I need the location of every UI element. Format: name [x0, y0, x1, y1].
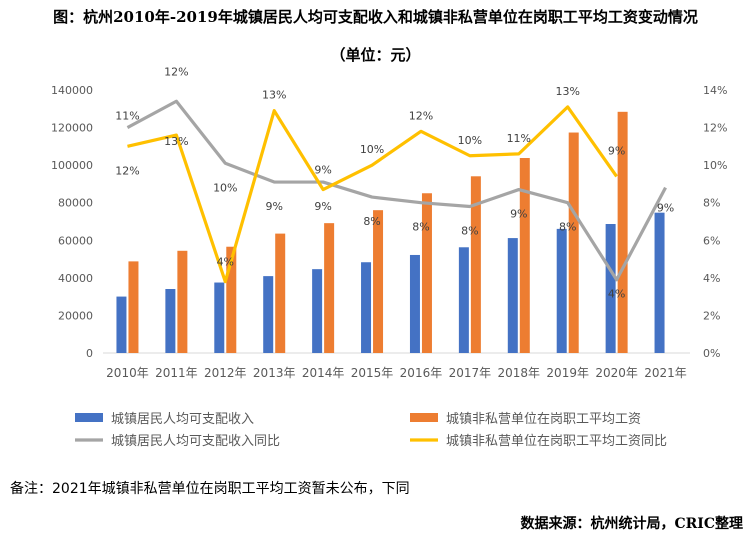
combo-chart: 0 20000 40000 60000 80000 100000 120000 140000 0…: [51, 65, 727, 449]
x-axis-tick-label: 2011年: [155, 366, 198, 380]
x-axis-tick-label: 2013年: [253, 366, 296, 380]
legend-label: 城镇非私营单位在岗职工平均工资同比: [446, 434, 667, 449]
wage-growth-line: [127, 105, 618, 284]
legend-swatch: [410, 413, 438, 422]
legend-swatch: [75, 413, 103, 422]
wage-bar: [275, 233, 286, 353]
right-axis-tick-label: 8%: [703, 197, 720, 210]
wage-bar: [421, 193, 432, 353]
income-growth-label: 8%: [363, 215, 380, 228]
right-axis-tick-label: 2%: [703, 309, 720, 322]
left-axis-tick-label: 20000: [58, 309, 93, 322]
wage-growth-label: 9%: [314, 164, 331, 177]
income-bar: [507, 238, 518, 353]
right-axis-tick-label: 4%: [703, 272, 720, 285]
footnote: 备注：2021年城镇非私营单位在岗职工平均工资暂未公布，下同: [10, 481, 410, 497]
right-axis-tick-label: 10%: [703, 159, 727, 172]
wage-growth-label: 13%: [555, 85, 579, 98]
legend-label: 城镇非私营单位在岗职工平均工资: [446, 412, 641, 427]
x-axis-tick-label: 2015年: [351, 366, 394, 380]
wage-bar: [128, 261, 139, 353]
income-bar: [654, 212, 665, 353]
x-axis-tick-label: 2016年: [400, 366, 443, 380]
income-growth-line: [126, 99, 667, 282]
wage-bar: [373, 210, 384, 353]
data-source: 数据来源：杭州统计局，CRIC整理: [520, 516, 743, 532]
income-bar: [116, 296, 127, 353]
left-axis-tick-label: 120000: [51, 122, 93, 135]
wage-bar: [226, 246, 237, 353]
wage-growth-label: 13%: [164, 135, 188, 148]
income-growth-label: 10%: [213, 181, 237, 194]
x-axis-tick-label: 2017年: [449, 366, 492, 380]
right-axis-tick-label: 14%: [703, 84, 727, 97]
wage-growth-label: 13%: [262, 89, 286, 102]
wage-growth-label: 10%: [458, 134, 482, 147]
income-growth-label: 8%: [559, 221, 576, 234]
income-bar: [605, 224, 616, 353]
x-axis-tick-label: 2012年: [204, 366, 247, 380]
left-axis-tick-label: 60000: [58, 234, 93, 247]
legend-label: 城镇居民人均可支配收入: [111, 412, 254, 427]
x-axis-tick-label: 2014年: [302, 366, 345, 380]
left-axis-tick-label: 0: [86, 347, 93, 360]
left-axis-tick-label: 40000: [58, 272, 93, 285]
left-axis-tick-label: 100000: [51, 159, 93, 172]
income-growth-label: 11%: [115, 110, 139, 123]
right-axis-tick-label: 12%: [703, 122, 727, 135]
x-axis-tick-label: 2010年: [106, 366, 149, 380]
legend-label: 城镇居民人均可支配收入同比: [111, 434, 280, 449]
x-axis-tick-label: 2021年: [644, 366, 687, 380]
income-bar: [556, 228, 567, 353]
wage-growth-label: 9%: [608, 144, 625, 157]
income-growth-label: 8%: [461, 224, 478, 237]
left-axis-tick-label: 140000: [51, 84, 93, 97]
left-axis-tick-label: 80000: [58, 197, 93, 210]
income-growth-label: 4%: [608, 288, 625, 301]
x-axis-tick-label: 2018年: [498, 366, 541, 380]
income-bar: [165, 289, 176, 353]
wage-growth-label: 4%: [217, 256, 234, 269]
income-bar: [409, 254, 420, 353]
wage-bar: [324, 223, 335, 353]
income-growth-label: 8%: [412, 221, 429, 234]
wage-bar: [568, 132, 579, 353]
income-growth-label: 12%: [164, 65, 188, 78]
chart-title: 图：杭州2010年-2019年城镇居民人均可支配收入和城镇非私营单位在岗职工平均…: [53, 8, 698, 26]
income-bar: [312, 269, 323, 353]
wage-growth-label: 12%: [115, 164, 139, 177]
income-bar: [458, 247, 469, 353]
wage-bar: [177, 250, 188, 353]
chart-subtitle: （单位：元）: [330, 46, 421, 64]
x-axis-tick-label: 2019年: [546, 366, 589, 380]
wage-growth-label: 12%: [409, 109, 433, 122]
wage-bar: [617, 111, 628, 353]
income-bar: [214, 282, 225, 353]
income-growth-label: 9%: [314, 200, 331, 213]
income-growth-label: 9%: [265, 200, 282, 213]
wage-bar: [470, 176, 481, 353]
income-bar: [361, 262, 372, 353]
income-growth-label: 9%: [510, 208, 527, 221]
income-bar: [263, 276, 274, 353]
income-growth-label: 9%: [657, 202, 674, 215]
wage-growth-label: 10%: [360, 143, 384, 156]
right-axis-tick-label: 0%: [703, 347, 720, 360]
right-axis-tick-label: 6%: [703, 234, 720, 247]
x-axis-tick-label: 2020年: [595, 366, 638, 380]
wage-growth-label: 11%: [507, 132, 531, 145]
wage-bar: [519, 158, 530, 353]
